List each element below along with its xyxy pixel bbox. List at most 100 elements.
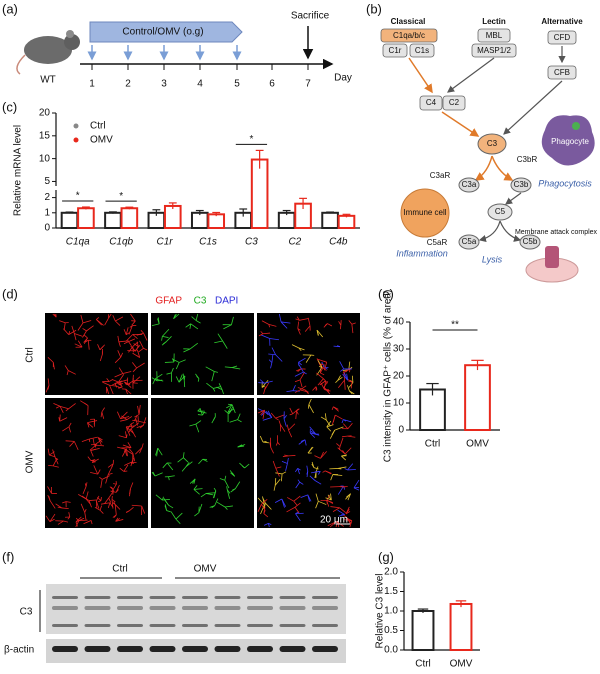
cell-process — [58, 417, 61, 422]
cell-process — [116, 411, 121, 419]
cell-process — [206, 493, 214, 496]
pathway: Classical Lectin Alternative C1qa/b/c C1… — [380, 17, 598, 283]
cell-process — [307, 494, 310, 502]
cell-process — [48, 464, 54, 467]
cell-process — [130, 313, 136, 322]
cell-process — [123, 464, 129, 472]
cell-process — [297, 468, 300, 475]
cell-process — [109, 384, 119, 387]
cell-process — [125, 426, 131, 436]
cell-process — [258, 333, 264, 337]
cell-process — [178, 374, 183, 383]
cell-process — [151, 377, 158, 382]
cell-process — [109, 385, 114, 395]
cell-process — [345, 506, 350, 515]
cell-process — [285, 463, 288, 471]
cell-process — [97, 437, 103, 443]
cell-process — [330, 506, 340, 509]
arrow — [474, 155, 493, 181]
cell-process — [111, 486, 114, 491]
cell-process — [231, 472, 235, 477]
cell-process — [63, 328, 69, 335]
cell-process — [115, 316, 124, 322]
cell-process — [298, 361, 302, 366]
cell-process — [59, 406, 64, 413]
cell-process — [348, 382, 354, 388]
cell-process — [95, 495, 100, 502]
x-tick-label: C2 — [288, 237, 301, 248]
blot-band — [149, 596, 176, 599]
cell-process — [214, 498, 219, 506]
node — [547, 30, 577, 45]
cell-process — [297, 328, 301, 331]
cell-process — [293, 495, 301, 502]
cell-process — [140, 330, 144, 334]
y-tick-label: 2.0 — [384, 567, 398, 578]
node-label: C3 — [487, 139, 498, 148]
band-label: C3 — [20, 607, 33, 618]
bar — [411, 610, 435, 651]
blot-band — [214, 624, 241, 627]
cell-process — [112, 502, 116, 505]
cell-process — [218, 383, 223, 390]
cell-process — [337, 376, 343, 381]
cell-process — [165, 336, 172, 342]
cell-process — [154, 472, 163, 477]
cell-process — [189, 342, 199, 350]
cell-process — [224, 480, 230, 489]
cell-process — [124, 462, 131, 466]
cell-process — [75, 517, 85, 523]
cell-process — [294, 507, 300, 514]
cell-process — [106, 378, 110, 382]
cell-process — [82, 486, 87, 495]
y-tick-label: 15 — [39, 130, 51, 141]
cell-process — [111, 499, 114, 509]
cell-process — [118, 386, 123, 389]
cell-process — [102, 381, 110, 386]
mac-pore — [545, 246, 559, 268]
cell-process — [317, 378, 324, 386]
cell-process — [298, 347, 305, 351]
y-axis-label: Relative C3 level — [375, 573, 386, 648]
cell-process — [295, 513, 301, 522]
cell-process — [229, 419, 238, 423]
cell-process — [349, 520, 353, 528]
mouse — [24, 36, 72, 64]
cell-process — [138, 404, 141, 415]
cell-process — [92, 461, 96, 463]
cell-process — [330, 493, 332, 501]
blot-band — [117, 624, 143, 627]
cell-process — [97, 469, 101, 475]
immune-cell — [400, 188, 450, 238]
cell-process — [120, 416, 130, 420]
cell-process — [195, 320, 201, 324]
cell-process — [289, 413, 293, 416]
arrow — [499, 220, 522, 242]
cell-process — [347, 493, 351, 501]
cell-process — [310, 432, 320, 436]
node-label: C5b — [523, 237, 538, 246]
cell-process — [151, 323, 160, 327]
cell-process — [306, 471, 309, 478]
cell-process — [342, 435, 348, 438]
cell-process — [300, 494, 308, 499]
cell-process — [97, 437, 102, 446]
x-tick-label: OMV — [450, 659, 473, 670]
cell-process — [168, 504, 174, 509]
cell-process — [315, 501, 319, 509]
cell-process — [212, 416, 216, 421]
cell-process — [171, 367, 174, 374]
channel-label: GFAP — [155, 296, 182, 307]
cell-process — [274, 479, 281, 486]
cell-process — [82, 320, 92, 324]
cell-process — [294, 502, 301, 508]
cell-process — [108, 472, 113, 475]
cell-process — [132, 457, 134, 464]
cell-process — [85, 482, 88, 487]
cell-process — [117, 335, 120, 342]
cell-process — [128, 341, 132, 346]
node — [380, 28, 438, 43]
cell-process — [195, 313, 199, 321]
cell-process — [337, 375, 341, 381]
cell-process — [281, 473, 283, 482]
